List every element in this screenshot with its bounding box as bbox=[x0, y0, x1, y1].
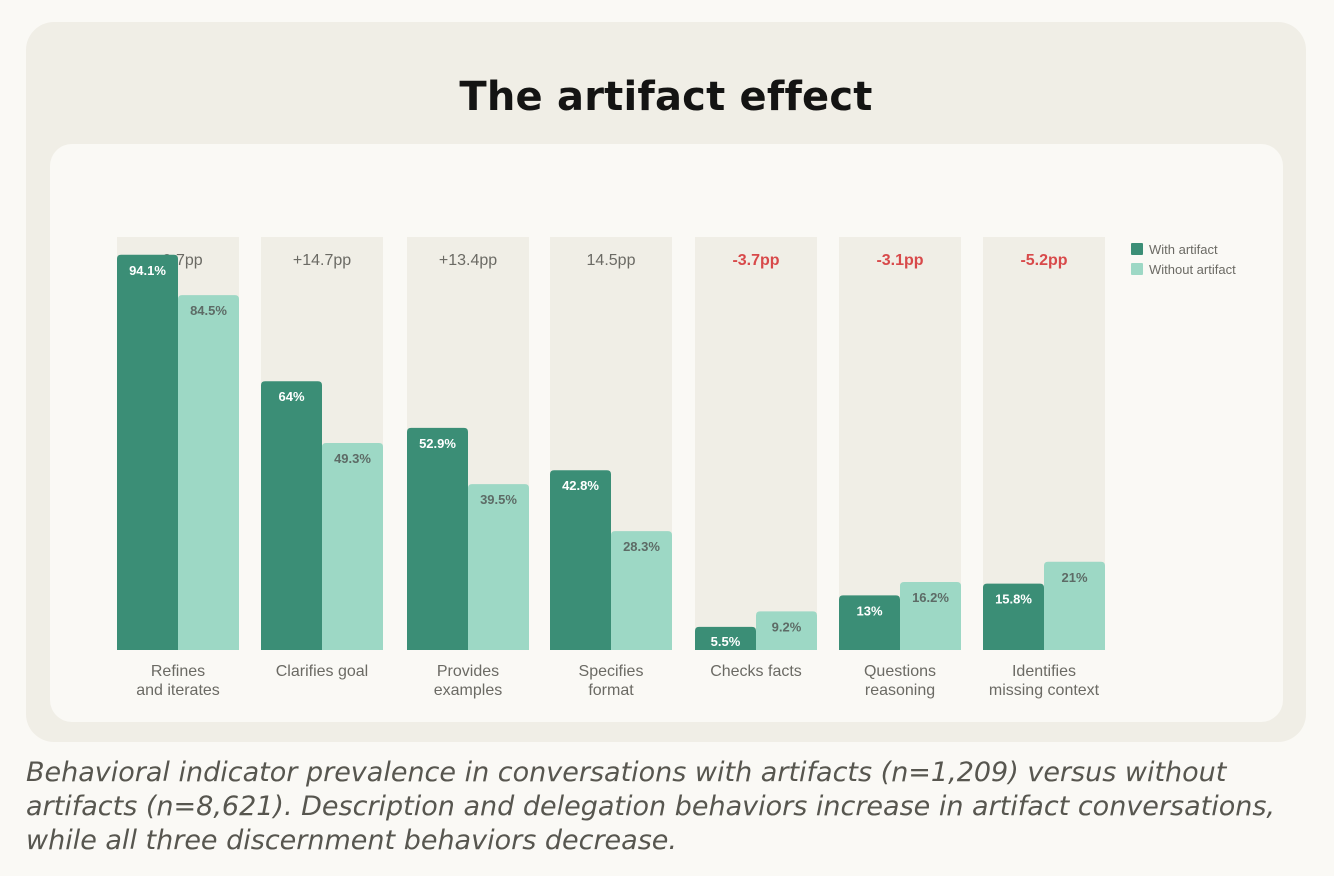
difference-label: -5.2pp bbox=[1020, 252, 1067, 269]
bar-without-artifact bbox=[322, 442, 383, 650]
figure-caption: Behavioral indicator prevalence in conve… bbox=[26, 757, 1275, 856]
legend-label: Without artifact bbox=[1149, 262, 1236, 277]
data-label: 16.2% bbox=[912, 590, 949, 605]
bar-without-artifact bbox=[178, 295, 239, 650]
difference-label: +14.7pp bbox=[293, 252, 351, 269]
data-label: 21% bbox=[1061, 570, 1087, 585]
bar-with-artifact bbox=[117, 254, 178, 650]
category-label: Specifies bbox=[579, 663, 644, 680]
difference-label: +13.4pp bbox=[439, 252, 497, 269]
data-label: 64% bbox=[278, 389, 304, 404]
difference-label: -3.1pp bbox=[876, 252, 923, 269]
group-background bbox=[839, 237, 961, 650]
difference-label: 14.5pp bbox=[587, 252, 636, 269]
data-label: 42.8% bbox=[562, 478, 599, 493]
data-label: 9.2% bbox=[772, 619, 802, 634]
bar-without-artifact bbox=[611, 531, 672, 650]
data-label: 5.5% bbox=[711, 634, 741, 649]
category-label: format bbox=[588, 682, 634, 699]
bar-without-artifact bbox=[1044, 561, 1105, 650]
chart-card: The artifact effect +9.7pp94.1%84.5%Refi… bbox=[26, 22, 1306, 742]
bar-with-artifact bbox=[983, 583, 1044, 650]
data-label: 39.5% bbox=[480, 492, 517, 507]
legend-swatch-with-artifact bbox=[1131, 243, 1143, 255]
category-label: Provides bbox=[437, 663, 499, 680]
bar-with-artifact bbox=[839, 595, 900, 650]
data-label: 94.1% bbox=[129, 263, 166, 278]
category-label: Checks facts bbox=[710, 663, 802, 680]
category-label: Refines bbox=[151, 663, 205, 680]
bar-with-artifact bbox=[695, 626, 756, 650]
data-label: 15.8% bbox=[995, 592, 1032, 607]
data-label: 13% bbox=[856, 603, 882, 618]
legend-swatch-without-artifact bbox=[1131, 263, 1143, 275]
category-label: reasoning bbox=[865, 682, 935, 699]
category-label: Clarifies goal bbox=[276, 663, 368, 680]
bar-without-artifact bbox=[900, 581, 961, 650]
chart-title: The artifact effect bbox=[459, 74, 873, 120]
bar-with-artifact bbox=[550, 470, 611, 650]
bar-with-artifact bbox=[261, 381, 322, 650]
category-label: Questions bbox=[864, 663, 936, 680]
bar-without-artifact bbox=[756, 611, 817, 650]
data-label: 52.9% bbox=[419, 436, 456, 451]
category-label: examples bbox=[434, 682, 502, 699]
data-label: 49.3% bbox=[334, 451, 371, 466]
legend-label: With artifact bbox=[1149, 242, 1218, 257]
bar-without-artifact bbox=[468, 484, 529, 650]
data-label: 84.5% bbox=[190, 303, 227, 318]
difference-label: -3.7pp bbox=[732, 252, 779, 269]
category-label: Identifies bbox=[1012, 663, 1076, 680]
group-background bbox=[695, 237, 817, 650]
category-label: and iterates bbox=[136, 682, 220, 699]
category-label: missing context bbox=[989, 682, 1100, 699]
bar-with-artifact bbox=[407, 427, 468, 650]
data-label: 28.3% bbox=[623, 539, 660, 554]
